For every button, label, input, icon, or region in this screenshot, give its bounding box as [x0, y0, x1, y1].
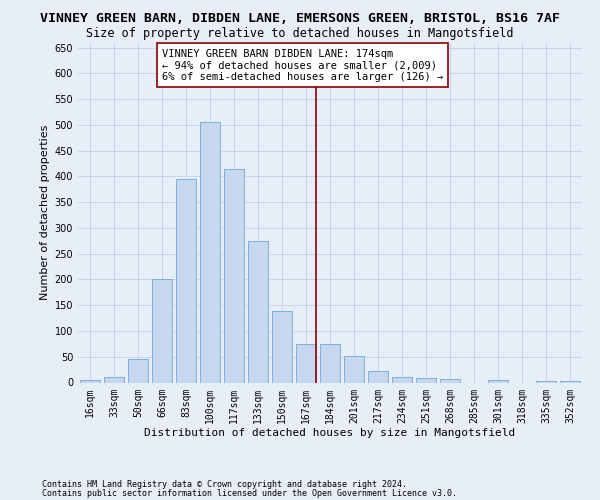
Bar	[248, 241, 268, 382]
Bar	[200, 122, 220, 382]
Text: Size of property relative to detached houses in Mangotsfield: Size of property relative to detached ho…	[86, 28, 514, 40]
Bar	[128, 360, 148, 382]
Text: VINNEY GREEN BARN DIBDEN LANE: 174sqm
← 94% of detached houses are smaller (2,00: VINNEY GREEN BARN DIBDEN LANE: 174sqm ← …	[162, 48, 443, 82]
Text: Contains HM Land Registry data © Crown copyright and database right 2024.: Contains HM Land Registry data © Crown c…	[42, 480, 407, 489]
Bar	[488, 380, 508, 382]
Bar	[296, 344, 316, 383]
Bar	[80, 380, 100, 382]
Y-axis label: Number of detached properties: Number of detached properties	[40, 125, 50, 300]
Bar	[272, 312, 292, 382]
Bar	[152, 280, 172, 382]
Bar	[392, 378, 412, 382]
Bar	[320, 344, 340, 383]
X-axis label: Distribution of detached houses by size in Mangotsfield: Distribution of detached houses by size …	[145, 428, 515, 438]
Bar	[176, 179, 196, 382]
Bar	[440, 380, 460, 382]
Text: Contains public sector information licensed under the Open Government Licence v3: Contains public sector information licen…	[42, 488, 457, 498]
Bar	[104, 378, 124, 382]
Bar	[416, 378, 436, 382]
Bar	[344, 356, 364, 382]
Text: VINNEY GREEN BARN, DIBDEN LANE, EMERSONS GREEN, BRISTOL, BS16 7AF: VINNEY GREEN BARN, DIBDEN LANE, EMERSONS…	[40, 12, 560, 26]
Bar	[224, 168, 244, 382]
Bar	[368, 371, 388, 382]
